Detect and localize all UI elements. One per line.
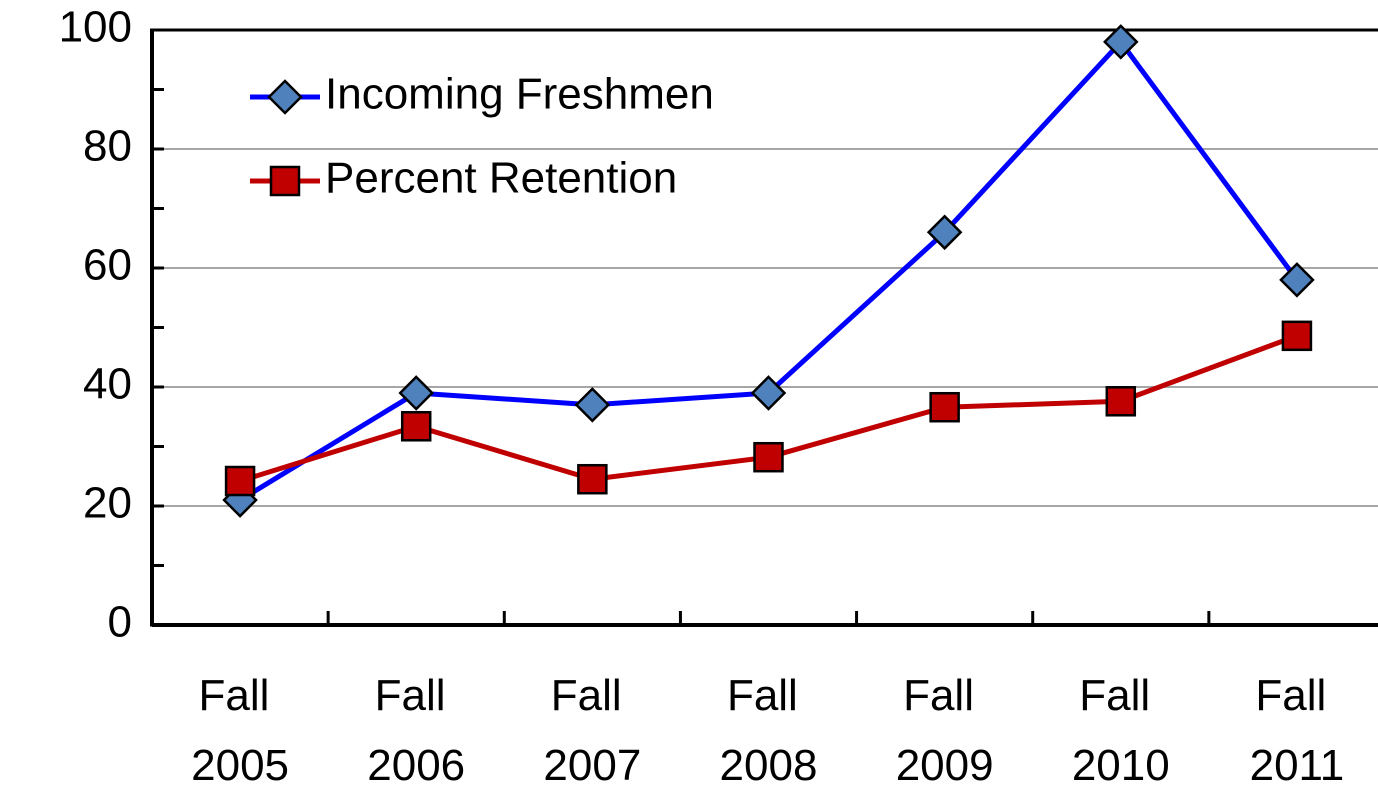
x-tick-label: Fall 2011 xyxy=(1250,671,1345,789)
legend-label: Percent Retention xyxy=(325,154,677,203)
marker xyxy=(1279,262,1315,298)
y-tick-label: 80 xyxy=(83,122,132,171)
marker xyxy=(929,391,960,423)
y-tick-label: 60 xyxy=(83,241,132,290)
x-tick-label: Fall 2006 xyxy=(367,671,465,789)
marker xyxy=(224,465,256,497)
x-tick-label: Fall 2007 xyxy=(543,671,641,789)
y-tick-label: 40 xyxy=(83,360,132,409)
x-tick-label: Fall 2008 xyxy=(720,671,818,789)
x-tick-label: Fall 2005 xyxy=(191,671,289,789)
y-tick-label: 20 xyxy=(83,479,132,528)
marker xyxy=(398,375,434,411)
marker xyxy=(1281,320,1313,352)
marker xyxy=(926,214,963,251)
legend-label: Incoming Freshmen xyxy=(325,70,714,119)
marker xyxy=(577,463,608,495)
y-tick-label: 0 xyxy=(108,598,132,647)
marker xyxy=(753,441,784,473)
marker xyxy=(269,165,301,197)
marker xyxy=(574,387,611,423)
marker xyxy=(1105,386,1137,417)
marker xyxy=(750,375,787,411)
x-tick-label: Fall 2010 xyxy=(1072,671,1170,789)
y-tick-label: 100 xyxy=(59,3,132,52)
x-tick-label: Fall 2009 xyxy=(896,671,994,789)
marker xyxy=(267,79,303,115)
marker xyxy=(1103,24,1139,60)
marker xyxy=(400,411,432,442)
